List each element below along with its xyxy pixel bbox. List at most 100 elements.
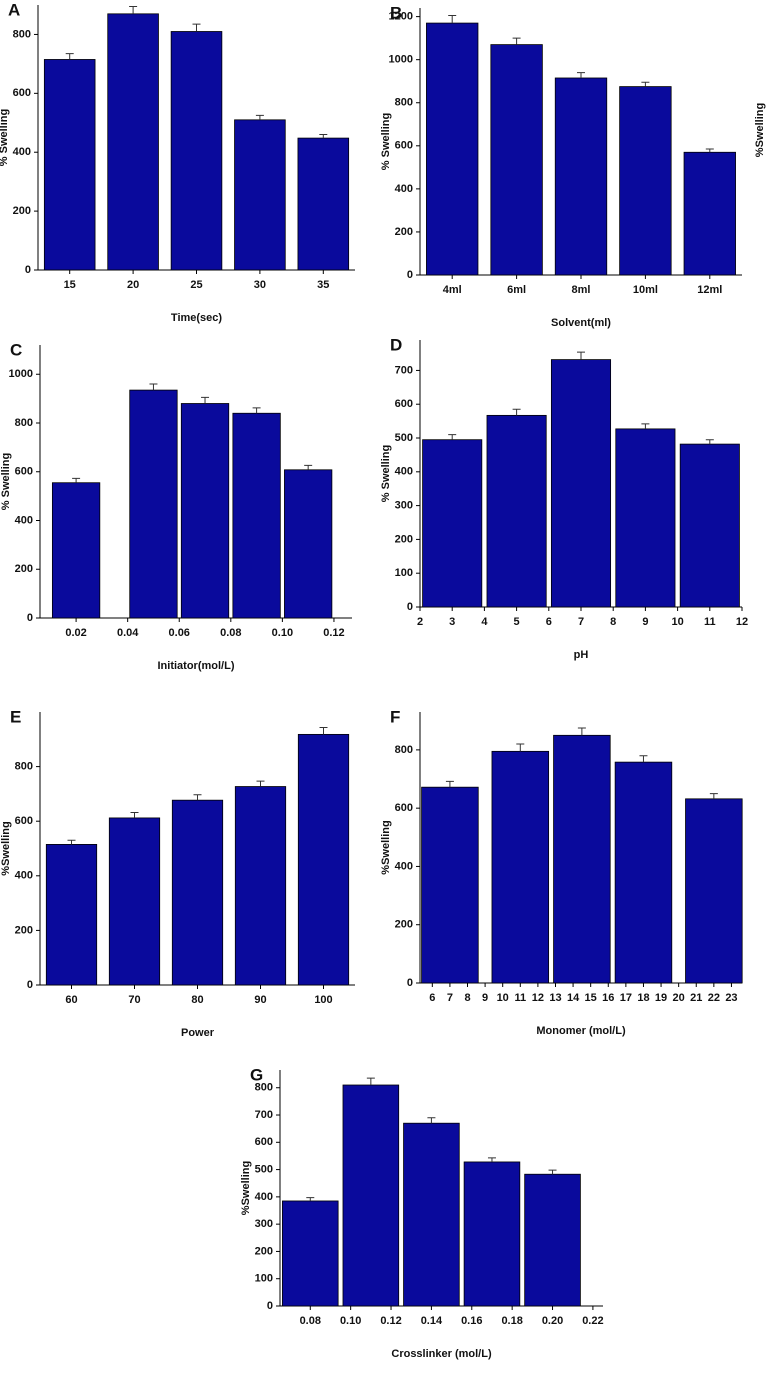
y-tick-label: 800	[15, 417, 33, 429]
error-bar	[641, 81, 650, 87]
bar	[43, 59, 96, 271]
x-tick-label: 16	[602, 992, 614, 1004]
error-bar	[67, 839, 76, 845]
y-tick-label: 1000	[389, 54, 413, 66]
error-bar	[577, 351, 585, 360]
error-bar	[149, 383, 158, 391]
error-bar	[577, 72, 585, 78]
error-bar	[72, 477, 81, 483]
y-tick-label: 0	[25, 264, 31, 276]
error-bar	[319, 727, 328, 735]
y-tick-label: 600	[395, 398, 413, 410]
y-tick-label: 600	[395, 140, 413, 152]
bar	[282, 1200, 339, 1307]
error-bar	[548, 1169, 557, 1175]
y-tick-label: 800	[255, 1082, 273, 1094]
panel-label: D	[390, 335, 402, 354]
y-tick-label: 200	[395, 533, 413, 545]
y-tick-label: 200	[255, 1245, 273, 1257]
y-tick-label: 0	[407, 269, 413, 281]
y-axis-title: % Swelling	[0, 109, 10, 166]
x-axis-title: Monomer (mol/L)	[536, 1025, 626, 1037]
x-tick-label: 11	[514, 992, 526, 1004]
y-tick-label: 300	[395, 500, 413, 512]
y-tick-label: 0	[27, 979, 33, 991]
y-tick-label: 700	[255, 1109, 273, 1121]
y-tick-label: 200	[395, 919, 413, 931]
bar	[234, 786, 287, 986]
x-tick-label: 10	[497, 992, 509, 1004]
x-tick-label: 30	[254, 279, 266, 291]
error-bar	[193, 794, 202, 801]
x-tick-label: 10ml	[633, 284, 658, 296]
bar	[614, 761, 673, 984]
bar	[107, 13, 159, 271]
bar	[524, 1173, 581, 1307]
bar	[683, 151, 736, 276]
x-tick-label: 9	[642, 616, 648, 628]
y-tick-label: 400	[395, 466, 413, 478]
y-tick-label: 600	[15, 466, 33, 478]
y-tick-label: 0	[407, 977, 413, 989]
y-tick-label: 0	[267, 1300, 273, 1312]
y-tick-label: 800	[13, 28, 31, 40]
x-tick-label: 8	[464, 992, 470, 1004]
error-bar	[256, 780, 265, 787]
error-bar	[705, 439, 714, 445]
x-tick-label: 0.20	[542, 1315, 563, 1327]
y-axis-title: %Swelling	[240, 1161, 252, 1215]
x-axis-title: Time(sec)	[171, 312, 222, 324]
bar	[615, 428, 676, 608]
bar	[619, 86, 672, 276]
y-tick-label: 800	[395, 97, 413, 109]
bar	[685, 798, 743, 984]
x-tick-label: 20	[673, 992, 685, 1004]
y-tick-label: 800	[15, 761, 33, 773]
y-tick-label: 0	[407, 601, 413, 613]
panel-label: A	[8, 0, 20, 19]
x-tick-label: 0.10	[340, 1315, 361, 1327]
x-tick-label: 23	[725, 992, 737, 1004]
x-tick-label: 0.22	[582, 1315, 603, 1327]
y-axis-title: % Swelling	[380, 445, 392, 502]
y-tick-label: 0	[27, 612, 33, 624]
bar	[284, 469, 333, 619]
x-tick-label: 14	[567, 992, 580, 1004]
x-axis-title: Initiator(mol/L)	[158, 660, 235, 672]
x-tick-label: 60	[65, 994, 77, 1006]
error-bar	[641, 423, 650, 429]
x-tick-label: 0.10	[272, 627, 293, 639]
x-axis-title: Solvent(ml)	[551, 317, 611, 329]
x-tick-label: 4ml	[443, 284, 462, 296]
bar	[550, 359, 612, 608]
error-bar	[512, 37, 521, 45]
x-tick-label: 0.02	[65, 627, 86, 639]
error-bar	[577, 727, 586, 736]
x-tick-label: 6	[546, 616, 552, 628]
error-bar	[427, 1117, 436, 1124]
bar	[180, 403, 230, 619]
x-tick-label: 11	[704, 616, 716, 628]
y-tick-label: 600	[395, 802, 413, 814]
bar	[491, 750, 550, 984]
bar	[486, 414, 547, 608]
error-bar	[512, 408, 521, 416]
error-bar	[319, 134, 328, 139]
y-tick-label: 200	[15, 924, 33, 936]
y-tick-label: 400	[13, 146, 31, 158]
x-tick-label: 6ml	[507, 284, 526, 296]
y-tick-label: 400	[255, 1191, 273, 1203]
y-tick-label: 500	[255, 1163, 273, 1175]
x-tick-label: 35	[317, 279, 329, 291]
y-tick-label: 200	[13, 205, 31, 217]
x-tick-label: 100	[314, 994, 332, 1006]
error-bar	[129, 5, 138, 14]
y-tick-label: 200	[15, 563, 33, 575]
x-tick-label: 0.12	[380, 1315, 401, 1327]
x-tick-label: 80	[191, 994, 203, 1006]
y-tick-label: 1000	[9, 368, 33, 380]
x-tick-label: 18	[637, 992, 649, 1004]
panel-label: E	[10, 707, 21, 726]
error-bar	[448, 15, 457, 24]
bar	[108, 817, 161, 986]
